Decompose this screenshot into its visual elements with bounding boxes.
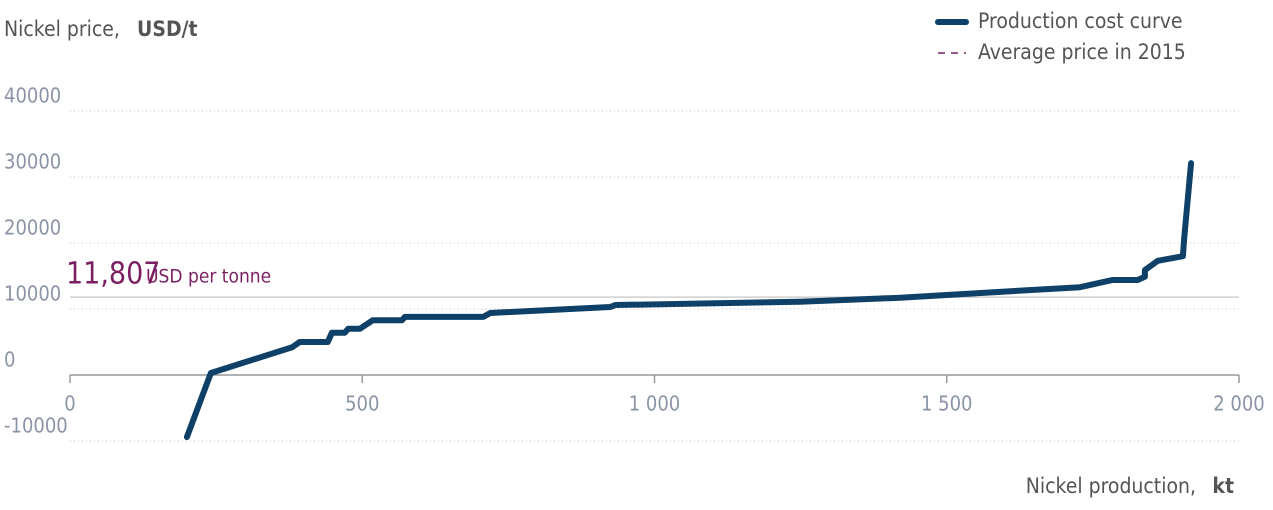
x-axis-unit: kt xyxy=(1212,474,1234,498)
y-tick-label: 0 xyxy=(4,348,15,372)
reference-unit-label: USD per tonne xyxy=(146,266,271,288)
x-tick-label: 2 000 xyxy=(1213,392,1265,416)
x-tick-label: 0 xyxy=(64,392,75,416)
x-tick-label: 1 500 xyxy=(921,392,973,416)
line-series xyxy=(183,160,1195,441)
reference-value-label: 11,807 xyxy=(66,257,160,292)
y-tick-label: 30000 xyxy=(4,150,61,174)
y-tick-label: 20000 xyxy=(4,216,61,240)
y-axis-title: Nickel price, xyxy=(4,17,120,41)
y-tick-label: -10000 xyxy=(4,414,68,438)
legend-label: Production cost curve xyxy=(978,9,1183,33)
x-tick-label: 1 000 xyxy=(629,392,681,416)
y-tick-label: 10000 xyxy=(4,282,61,306)
legend-label: Average price in 2015 xyxy=(978,40,1186,64)
y-axis-unit: USD/t xyxy=(137,17,198,41)
x-axis-title: Nickel production, xyxy=(1026,474,1196,498)
y-tick-label: 40000 xyxy=(4,84,61,108)
x-tick-label: 500 xyxy=(345,392,379,416)
